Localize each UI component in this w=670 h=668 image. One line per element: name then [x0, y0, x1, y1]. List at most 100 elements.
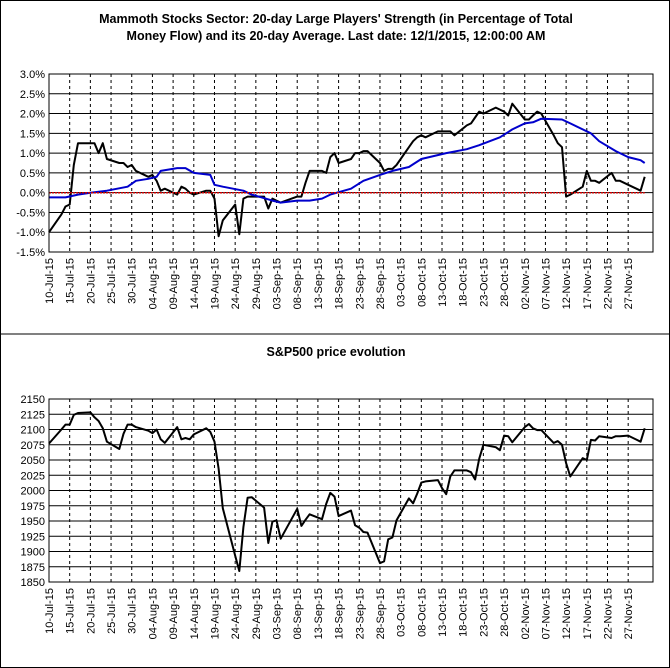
x-tick-label: 12-Nov-15 [561, 258, 573, 309]
x-tick-label: 08-Oct-15 [416, 258, 428, 307]
x-tick-label: 27-Nov-15 [623, 258, 635, 309]
x-tick-label: 23-Oct-15 [478, 588, 490, 637]
x-tick-label: 30-Jul-15 [127, 258, 139, 304]
x-tick-label: 22-Nov-15 [602, 588, 614, 639]
y-tick-label: 1975 [21, 501, 45, 513]
x-tick-label: 13-Sep-15 [313, 588, 325, 639]
bottom-series [48, 411, 646, 572]
series-line-1 [48, 411, 646, 572]
top-plot-border [48, 73, 654, 253]
x-tick-label: 27-Nov-15 [623, 588, 635, 639]
x-tick-label: 04-Aug-15 [147, 258, 159, 309]
y-tick-label: 2050 [21, 455, 45, 467]
x-tick-label: 02-Nov-15 [520, 588, 532, 639]
x-tick-label: 03-Sep-15 [272, 258, 284, 309]
x-tick-label: 10-Jul-15 [44, 588, 56, 634]
y-tick-label: -1.5% [16, 247, 45, 259]
x-tick-label: 18-Oct-15 [458, 258, 470, 307]
y-tick-label: 1950 [21, 516, 45, 528]
y-tick-label: 2150 [21, 394, 45, 406]
x-tick-label: 30-Jul-15 [127, 588, 139, 634]
x-tick-label: 23-Sep-15 [354, 588, 366, 639]
x-tick-label: 14-Aug-15 [189, 258, 201, 309]
y-tick-label: 2100 [21, 425, 45, 437]
x-tick-label: 18-Sep-15 [334, 588, 346, 639]
x-tick-label: 13-Sep-15 [313, 258, 325, 309]
bottom-x-tick-labels: 10-Jul-15 15-Jul-15 20-Jul-15 25-Jul-15 30-J… [44, 588, 635, 639]
top-series [48, 102, 646, 238]
x-tick-label: 15-Jul-15 [65, 588, 77, 634]
x-tick-label: 03-Oct-15 [396, 258, 408, 307]
x-tick-label: 10-Jul-15 [44, 258, 56, 304]
series-line-1 [48, 102, 646, 238]
x-tick-label: 24-Aug-15 [230, 258, 242, 309]
x-tick-label: 12-Nov-15 [561, 588, 573, 639]
sp500-chart: S&P500 price evolution 21502125210020752… [21, 345, 654, 639]
x-tick-label: 28-Oct-15 [499, 588, 511, 637]
x-tick-label: 15-Jul-15 [65, 258, 77, 304]
x-tick-label: 09-Aug-15 [168, 588, 180, 639]
x-tick-label: 13-Oct-15 [437, 258, 449, 307]
x-tick-label: 08-Oct-15 [416, 588, 428, 637]
bottom-plot-border [48, 398, 654, 583]
y-tick-label: 2.0% [20, 109, 45, 121]
x-tick-label: 04-Aug-15 [147, 588, 159, 639]
x-tick-label: 20-Jul-15 [85, 588, 97, 634]
x-tick-label: 17-Nov-15 [582, 588, 594, 639]
x-tick-label: 22-Nov-15 [602, 258, 614, 309]
x-tick-label: 23-Sep-15 [354, 258, 366, 309]
x-tick-label: 07-Nov-15 [540, 588, 552, 639]
x-tick-label: 25-Jul-15 [106, 258, 118, 304]
money-flow-chart: Mammoth Stocks Sector: 20-day Large Play… [16, 12, 654, 309]
y-tick-label: -0.5% [16, 207, 45, 219]
x-tick-label: 08-Sep-15 [292, 588, 304, 639]
y-tick-label: -1.0% [16, 227, 45, 239]
x-tick-label: 29-Aug-15 [251, 258, 263, 309]
y-tick-label: 2125 [21, 409, 45, 421]
y-tick-label: 1.0% [20, 148, 45, 160]
x-tick-label: 18-Oct-15 [458, 588, 470, 637]
top-y-tick-labels: 3.0% 2.5% 2.0% 1.5% 1.0% 0.5% 0.0% -0.5% -1.0% -1… [16, 69, 45, 259]
x-tick-label: 08-Sep-15 [292, 258, 304, 309]
x-tick-label: 03-Oct-15 [396, 588, 408, 637]
sp500-chart-title: S&P500 price evolution [267, 345, 406, 359]
y-tick-label: 2000 [21, 486, 45, 498]
x-tick-label: 28-Sep-15 [375, 588, 387, 639]
x-tick-label: 07-Nov-15 [540, 258, 552, 309]
y-tick-label: 2025 [21, 470, 45, 482]
y-tick-label: 1900 [21, 547, 45, 559]
series-line-2 [49, 117, 646, 204]
x-tick-label: 14-Aug-15 [189, 588, 201, 639]
x-tick-label: 13-Oct-15 [437, 588, 449, 637]
y-tick-label: 2075 [21, 440, 45, 452]
y-tick-label: 1850 [21, 577, 45, 589]
x-tick-label: 20-Jul-15 [85, 258, 97, 304]
x-tick-label: 03-Sep-15 [272, 588, 284, 639]
x-tick-label: 18-Sep-15 [334, 258, 346, 309]
top-x-tick-labels: 10-Jul-15 15-Jul-15 20-Jul-15 25-Jul-15 30-J… [44, 258, 635, 309]
chart-title-line1: Mammoth Stocks Sector: 20-day Large Play… [99, 12, 573, 26]
bottom-grid [48, 398, 653, 583]
y-tick-label: 1925 [21, 531, 45, 543]
y-tick-label: 1875 [21, 562, 45, 574]
bottom-y-tick-labels: 2150 2125 2100 2075 2050 2025 2000 1975 1950 1925… [21, 394, 45, 589]
y-tick-label: 0.5% [20, 168, 45, 180]
y-tick-label: 1.5% [20, 128, 45, 140]
x-tick-label: 09-Aug-15 [168, 258, 180, 309]
x-tick-label: 28-Oct-15 [499, 258, 511, 307]
x-tick-label: 24-Aug-15 [230, 588, 242, 639]
x-tick-label: 25-Jul-15 [106, 588, 118, 634]
x-tick-label: 19-Aug-15 [209, 588, 221, 639]
chart-title-line2: Money Flow) and its 20-day Average. Last… [127, 29, 546, 43]
x-tick-label: 23-Oct-15 [478, 258, 490, 307]
x-tick-label: 02-Nov-15 [520, 258, 532, 309]
y-tick-label: 0.0% [20, 188, 45, 200]
y-tick-label: 2.5% [20, 89, 45, 101]
x-tick-label: 29-Aug-15 [251, 588, 263, 639]
x-tick-label: 28-Sep-15 [375, 258, 387, 309]
y-tick-label: 3.0% [20, 69, 45, 81]
x-tick-label: 17-Nov-15 [582, 258, 594, 309]
x-tick-label: 19-Aug-15 [209, 258, 221, 309]
